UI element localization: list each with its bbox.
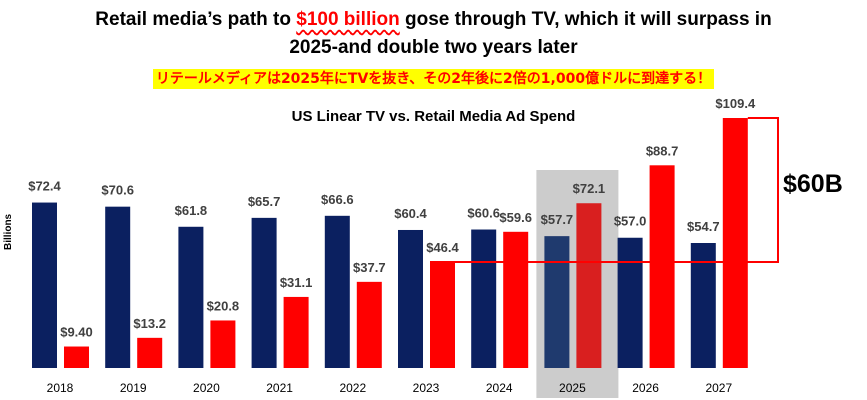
bar-tv-2024	[471, 229, 497, 368]
data-label-tv-2018: $72.4	[28, 179, 61, 194]
bar-tv-2020	[178, 226, 204, 368]
headline: Retail media’s path to $100 billion gose…	[0, 6, 867, 62]
data-label-retail-2024: $59.6	[499, 210, 532, 225]
data-label-tv-2019: $70.6	[101, 183, 134, 198]
bar-retail-2024	[503, 231, 529, 368]
data-label-retail-2018: $9.40	[60, 325, 93, 340]
data-label-retail-2026: $88.7	[646, 143, 679, 158]
data-label-tv-2025: $57.7	[541, 212, 574, 227]
data-label-retail-2019: $13.2	[133, 316, 166, 331]
headline-line2: 2025-and double two years later	[289, 37, 578, 58]
subtitle-row: リテールメディアは2025年にTVを抜き、その2年後に2倍の1,000億ドルに到…	[0, 69, 867, 89]
subtitle-japanese: リテールメディアは2025年にTVを抜き、その2年後に2倍の1,000億ドルに到…	[152, 69, 715, 89]
headline-line1: Retail media’s path to $100 billion gose…	[0, 6, 867, 34]
data-label-tv-2020: $61.8	[175, 203, 208, 218]
data-label-tv-2022: $66.6	[321, 192, 354, 207]
x-tick-2022: 2022	[339, 381, 366, 395]
bar-tv-2027	[690, 243, 716, 368]
bar-retail-2023	[430, 261, 455, 368]
data-label-tv-2023: $60.4	[394, 206, 427, 221]
data-label-tv-2021: $65.7	[248, 194, 281, 209]
x-tick-2018: 2018	[47, 381, 74, 395]
bar-tv-2019	[105, 206, 131, 368]
data-label-retail-2020: $20.8	[207, 298, 240, 313]
headline-part1: Retail media’s path to	[95, 9, 297, 30]
x-tick-2026: 2026	[632, 381, 659, 395]
bar-retail-2026	[649, 165, 675, 368]
bar-tv-2021	[251, 217, 277, 368]
bar-retail-2025	[576, 203, 602, 368]
bar-tv-2018	[32, 202, 57, 368]
x-tick-2019: 2019	[120, 381, 147, 395]
bar-retail-2027	[722, 118, 748, 368]
x-tick-2025: 2025	[559, 381, 586, 395]
x-tick-2024: 2024	[486, 381, 513, 395]
bar-tv-2026	[617, 237, 643, 368]
data-label-tv-2024: $60.6	[467, 206, 500, 221]
x-tick-2027: 2027	[705, 381, 732, 395]
data-label-tv-2027: $54.7	[687, 219, 720, 234]
x-tick-2020: 2020	[193, 381, 220, 395]
chart-title: US Linear TV vs. Retail Media Ad Spend	[291, 108, 576, 125]
bar-tv-2023	[398, 229, 423, 368]
data-label-retail-2021: $31.1	[280, 275, 313, 290]
data-label-retail-2022: $37.7	[353, 260, 386, 275]
headline-part2: gose through TV, which it will surpass i…	[399, 9, 772, 30]
data-label-retail-2025: $72.1	[573, 181, 606, 196]
bar-retail-2018	[64, 346, 89, 368]
data-label-retail-2027: $109.4	[715, 96, 756, 111]
bar-tv-2025	[544, 236, 570, 368]
bar-retail-2022	[356, 281, 382, 368]
bar-tv-2022	[324, 215, 350, 368]
bar-retail-2021	[283, 296, 309, 368]
bar-retail-2019	[137, 337, 163, 368]
gap-callout-label: $60B	[783, 170, 843, 198]
bar-retail-2020	[210, 320, 236, 368]
headline-highlight: $100 billion	[296, 9, 400, 30]
data-label-tv-2026: $57.0	[614, 214, 647, 229]
x-tick-2021: 2021	[266, 381, 293, 395]
x-tick-2023: 2023	[413, 381, 440, 395]
data-label-retail-2023: $46.4	[426, 240, 459, 255]
